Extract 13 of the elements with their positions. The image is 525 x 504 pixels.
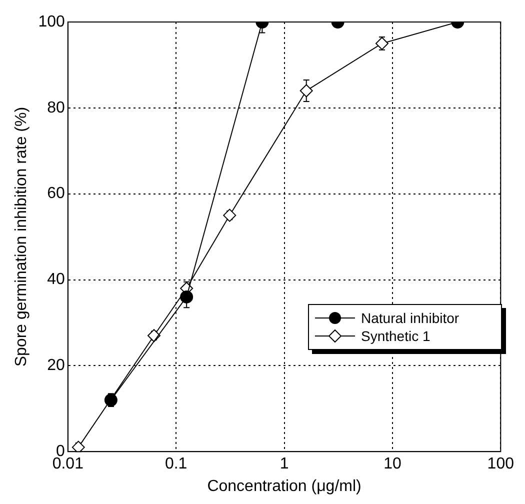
- x-tick-label: 10: [384, 456, 402, 473]
- y-tick-label: 80: [47, 99, 65, 116]
- legend-label: Natural inhibitor: [361, 310, 460, 326]
- x-tick-label: 100: [487, 456, 514, 473]
- x-tick-label: 0.1: [164, 456, 188, 473]
- y-tick-label: 20: [47, 357, 65, 374]
- y-axis-title: Spore germination inhibition rate (%): [13, 106, 30, 367]
- x-tick-label: 1: [280, 456, 289, 473]
- y-tick-label: 100: [38, 13, 65, 30]
- y-tick-label: 40: [47, 271, 65, 288]
- x-axis-title: Concentration (μg/ml): [207, 478, 362, 495]
- y-tick-label: 60: [47, 185, 65, 202]
- legend-label: Synthetic 1: [361, 328, 430, 344]
